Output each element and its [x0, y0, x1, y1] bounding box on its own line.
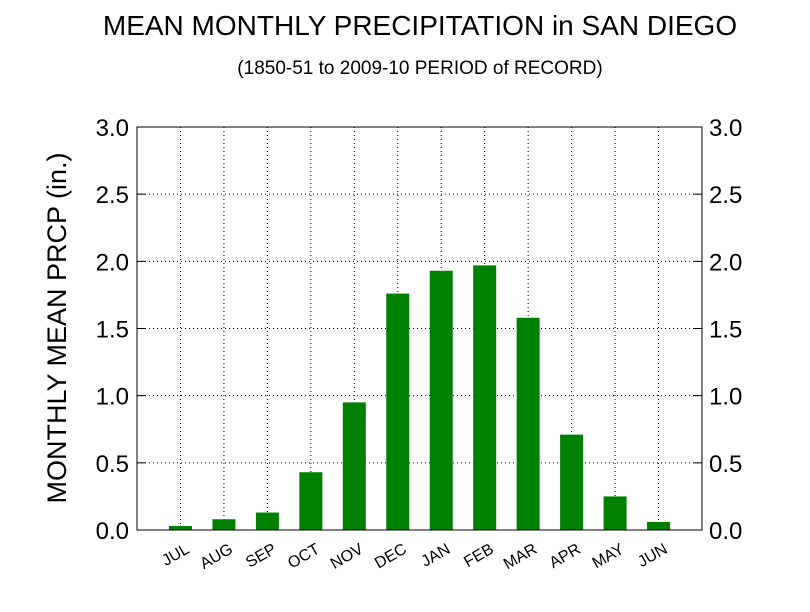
y-tick-label-right: 0.5	[709, 451, 742, 478]
grid-lines	[137, 126, 702, 531]
y-tick-label-right: 2.0	[709, 249, 742, 276]
bar-feb	[473, 265, 497, 530]
y-tick-label-left: 1.5	[96, 317, 129, 344]
bar-aug	[212, 519, 236, 530]
bar-dec	[386, 293, 410, 530]
bar-sep	[255, 512, 279, 530]
chart-title: MEAN MONTHLY PRECIPITATION in SAN DIEGO	[102, 10, 738, 41]
y-tick-label-right: 3.0	[709, 115, 742, 142]
x-tick-labels: JUL AUG SEP OCT NOV DEC JAN FEB MAR APR MAY JUN	[159, 541, 670, 574]
x-tick-label: OCT	[285, 541, 323, 573]
chart-subtitle: (1850-51 to 2009-10 PERIOD of RECORD)	[237, 58, 603, 79]
y-tick-label-left: 1.0	[96, 384, 129, 411]
x-tick-label: JAN	[419, 541, 454, 571]
y-tick-label-right: 0.0	[709, 518, 742, 545]
x-tick-label: APR	[547, 541, 584, 572]
y-tick-label-left: 2.5	[96, 182, 129, 209]
x-tick-label: DEC	[372, 541, 410, 573]
x-tick-label: MAY	[590, 541, 628, 573]
bar-mar	[516, 317, 540, 530]
y-tick-label-left: 0.0	[96, 518, 129, 545]
x-tick-label: JUN	[635, 541, 670, 571]
y-tick-labels: 0.0 0.0 0.5 0.5 1.0 1.0 1.5 1.5 2.0 2.0 2.5 2.5 3.0 3…	[96, 115, 743, 545]
y-tick-label-left: 2.0	[96, 249, 129, 276]
bar-nov	[342, 402, 366, 530]
y-tick-label-right: 2.5	[709, 182, 742, 209]
bars	[168, 265, 671, 530]
x-tick-label: MAR	[501, 541, 540, 574]
y-tick-label-left: 3.0	[96, 115, 129, 142]
y-tick-label-left: 0.5	[96, 451, 129, 478]
bar-jun	[647, 521, 671, 530]
bar-oct	[299, 472, 323, 530]
x-tick-label: SEP	[243, 541, 279, 572]
y-axis-label: MONTHLY MEAN PRCP (in.)	[42, 152, 72, 503]
bar-jul	[168, 525, 192, 530]
y-tick-label-right: 1.0	[709, 384, 742, 411]
x-tick-label: JUL	[159, 541, 192, 570]
x-tick-label: NOV	[328, 541, 367, 573]
x-tick-label: FEB	[461, 541, 496, 571]
bar-may	[603, 496, 627, 530]
bar-apr	[560, 434, 584, 530]
x-tick-label: AUG	[197, 541, 236, 573]
y-tick-label-right: 1.5	[709, 317, 742, 344]
bar-jan	[429, 270, 453, 530]
